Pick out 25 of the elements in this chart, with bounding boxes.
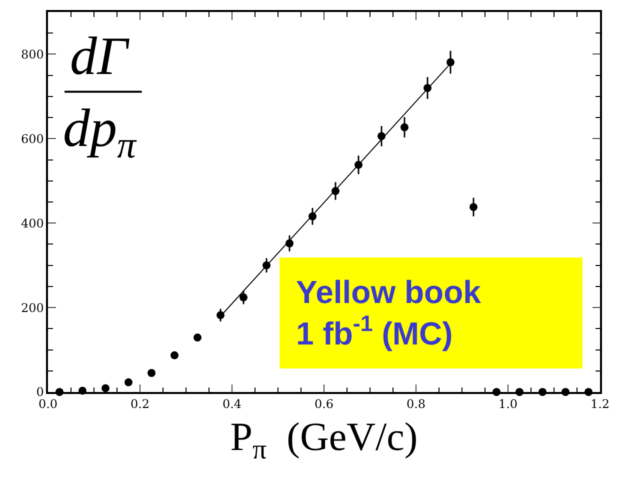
point	[102, 384, 110, 392]
point	[124, 378, 132, 386]
x-tick-label: 0.2	[130, 397, 150, 412]
y-tick-label: 800	[20, 47, 44, 62]
y-tick-label: 200	[20, 300, 44, 315]
x-tick-label: 0.6	[314, 397, 334, 412]
point	[194, 334, 202, 342]
annotation: Yellow book 1 fb$^{-1}$ (MC)	[296, 274, 482, 352]
x-tick-label: 1.2	[590, 397, 610, 412]
annotation: dp$_{π}$	[63, 98, 137, 166]
x-axis-title: P$_{π}$ (GeV/c)	[230, 414, 418, 466]
point	[148, 369, 156, 377]
point	[470, 203, 478, 212]
x-tick-label: 0.4	[222, 397, 242, 412]
x-tick-label: 1.0	[498, 397, 518, 412]
point	[170, 351, 178, 360]
point	[400, 123, 408, 132]
point	[446, 58, 454, 66]
x-tick-label: 0.8	[406, 397, 426, 412]
y-tick-label: 400	[20, 216, 44, 230]
annotation: dΓ	[70, 26, 130, 86]
y-tick-label: 0	[36, 385, 44, 400]
y-tick-label: 600	[20, 132, 44, 146]
point	[240, 293, 248, 302]
x-tick-label: 0.0	[38, 397, 58, 412]
